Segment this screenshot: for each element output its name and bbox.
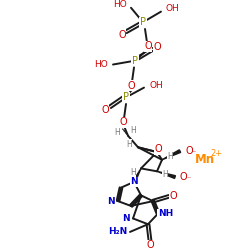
Text: H: H <box>167 152 173 162</box>
Polygon shape <box>133 168 141 182</box>
Text: O: O <box>144 41 152 51</box>
Text: H: H <box>162 170 168 179</box>
Polygon shape <box>162 150 181 160</box>
Text: N: N <box>108 197 115 206</box>
Text: P: P <box>132 56 138 66</box>
Text: O: O <box>118 30 126 40</box>
Text: O: O <box>169 191 177 201</box>
Text: H: H <box>130 126 136 136</box>
Text: O: O <box>146 240 154 250</box>
Text: O: O <box>101 105 109 115</box>
Text: P: P <box>123 92 129 102</box>
Text: O: O <box>119 117 127 127</box>
Text: O: O <box>127 81 135 91</box>
Text: N: N <box>130 178 138 186</box>
Text: H: H <box>126 140 132 149</box>
Text: O: O <box>185 146 192 156</box>
Text: ⁻: ⁻ <box>186 174 190 184</box>
Text: H₂N: H₂N <box>108 228 127 236</box>
Text: H: H <box>130 168 136 177</box>
Text: O: O <box>153 42 161 52</box>
Text: OH: OH <box>149 81 163 90</box>
Text: 2+: 2+ <box>210 150 222 158</box>
Text: O: O <box>154 144 162 154</box>
Text: ⁻: ⁻ <box>191 148 196 158</box>
Text: P: P <box>140 17 146 27</box>
Text: O: O <box>180 172 188 182</box>
Polygon shape <box>157 171 176 178</box>
Text: Mn: Mn <box>195 153 215 166</box>
Text: HO: HO <box>113 0 127 10</box>
Text: OH: OH <box>166 4 180 13</box>
Text: H: H <box>114 128 120 137</box>
Text: N: N <box>122 214 130 223</box>
Text: NH: NH <box>158 209 173 218</box>
Text: HO: HO <box>94 60 108 69</box>
